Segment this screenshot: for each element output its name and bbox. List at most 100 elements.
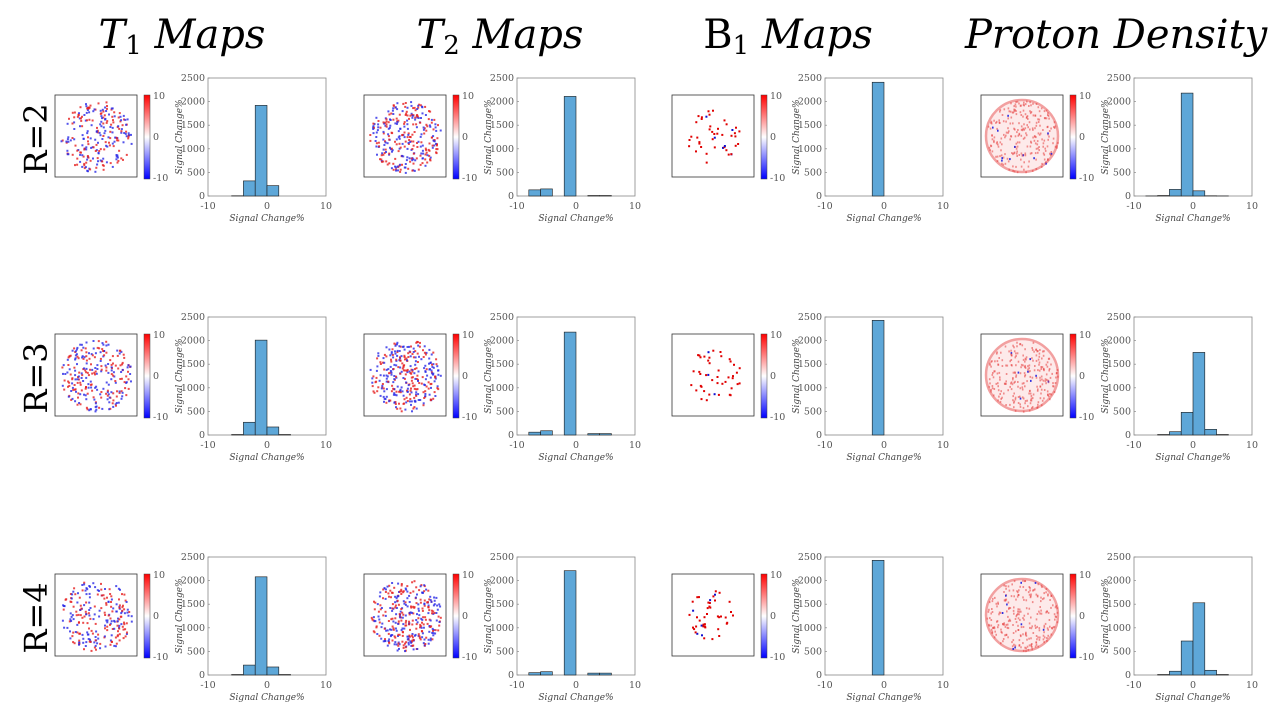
- map-pixel: [435, 129, 438, 132]
- map-pixel: [1001, 159, 1003, 162]
- map-pixel: [395, 364, 398, 367]
- map-pixel: [409, 140, 412, 143]
- map-pixel: [120, 612, 123, 615]
- map-pixel: [123, 118, 125, 121]
- map-pixel: [1022, 596, 1024, 599]
- x-tick-label: 10: [1246, 440, 1258, 451]
- map-pixel: [126, 118, 129, 121]
- map-pixel: [417, 378, 419, 381]
- map-pixel: [1033, 157, 1035, 160]
- map-pixel: [121, 361, 124, 364]
- map-pixel: [97, 637, 100, 640]
- map-pixel: [1005, 587, 1007, 590]
- map-pixel: [130, 142, 133, 145]
- map-pixel: [1020, 610, 1022, 613]
- map-pixel: [1030, 593, 1032, 596]
- map-pixel: [78, 402, 81, 404]
- map-pixel: [997, 363, 999, 366]
- map-pixel: [1017, 385, 1019, 388]
- map-pixel: [425, 351, 428, 354]
- map-pixel: [1054, 606, 1057, 609]
- map-pixel: [1014, 371, 1016, 374]
- map-pixel: [79, 614, 82, 617]
- map-pixel: [122, 141, 125, 144]
- map-pixel: [408, 345, 411, 348]
- map-pixel: [398, 647, 400, 650]
- map-pixel: [388, 113, 391, 116]
- map-pixel: [412, 162, 415, 165]
- map-pixel: [117, 116, 120, 119]
- map-pixel: [696, 596, 699, 599]
- map-pixel: [421, 609, 424, 612]
- map-pixel: [415, 157, 418, 160]
- map-pixel: [380, 158, 383, 161]
- map-pixel: [417, 399, 420, 401]
- map-pixel: [115, 158, 118, 161]
- map-pixel: [382, 153, 385, 156]
- map-pixel: [1021, 396, 1024, 399]
- map-pixel: [82, 380, 85, 382]
- histogram-bar: [587, 433, 600, 436]
- map-pixel: [66, 122, 69, 125]
- map-pixel: [1013, 350, 1016, 353]
- map-pixel: [688, 145, 691, 148]
- map-pixel: [1017, 608, 1019, 611]
- map-pixel: [1020, 134, 1023, 137]
- map-pixel: [426, 161, 429, 164]
- map-pixel: [1009, 360, 1011, 363]
- map-pixel: [392, 620, 395, 623]
- map-pixel: [86, 119, 88, 122]
- colorbar-tick-label: 0: [153, 371, 159, 382]
- map-pixel: [1015, 110, 1017, 112]
- map-pixel: [409, 640, 412, 643]
- map-pixel: [119, 349, 122, 352]
- map-pixel: [404, 369, 407, 372]
- map-pixel: [95, 630, 98, 633]
- map-pixel: [408, 139, 411, 141]
- map-pixel: [120, 350, 123, 353]
- map-pixel: [404, 614, 407, 617]
- map-pixel: [112, 145, 115, 148]
- map-pixel: [395, 169, 398, 172]
- map-pixel: [435, 612, 438, 614]
- map-pixel: [1019, 395, 1021, 398]
- map-pixel: [716, 376, 719, 378]
- map-pixel: [1042, 142, 1045, 145]
- map-pixel: [69, 600, 72, 603]
- map-pixel: [1031, 648, 1033, 651]
- map-pixel: [406, 114, 409, 117]
- map-pixel: [382, 148, 385, 151]
- map-pixel: [394, 122, 397, 125]
- map-pixel: [1016, 171, 1019, 174]
- map-pixel: [996, 141, 998, 144]
- map-pixel: [414, 159, 417, 162]
- map-pixel: [89, 104, 92, 107]
- map-pixel: [112, 362, 114, 365]
- map-pixel: [1010, 116, 1013, 119]
- map-pixel: [1014, 108, 1016, 111]
- y-tick-label: 500: [1113, 646, 1131, 657]
- map-pixel: [83, 581, 86, 584]
- map-pixel: [412, 152, 415, 155]
- map-pixel: [79, 343, 82, 346]
- map-pixel: [116, 390, 118, 393]
- map-pixel: [116, 139, 119, 142]
- map-pixel: [406, 590, 409, 593]
- map-pixel: [93, 605, 96, 608]
- map-pixel: [1021, 129, 1024, 132]
- map-pixel: [381, 152, 384, 155]
- map-pixel: [703, 390, 706, 393]
- map-pixel: [423, 603, 426, 606]
- map-pixel: [388, 642, 391, 645]
- map-pixel: [1014, 103, 1017, 106]
- map-pixel: [128, 134, 131, 137]
- map-pixel: [423, 604, 426, 607]
- map-pixel: [104, 624, 106, 627]
- map-pixel: [77, 378, 80, 381]
- map-pixel: [428, 393, 431, 396]
- map-pixel: [1041, 366, 1044, 369]
- colorbar: [760, 573, 768, 659]
